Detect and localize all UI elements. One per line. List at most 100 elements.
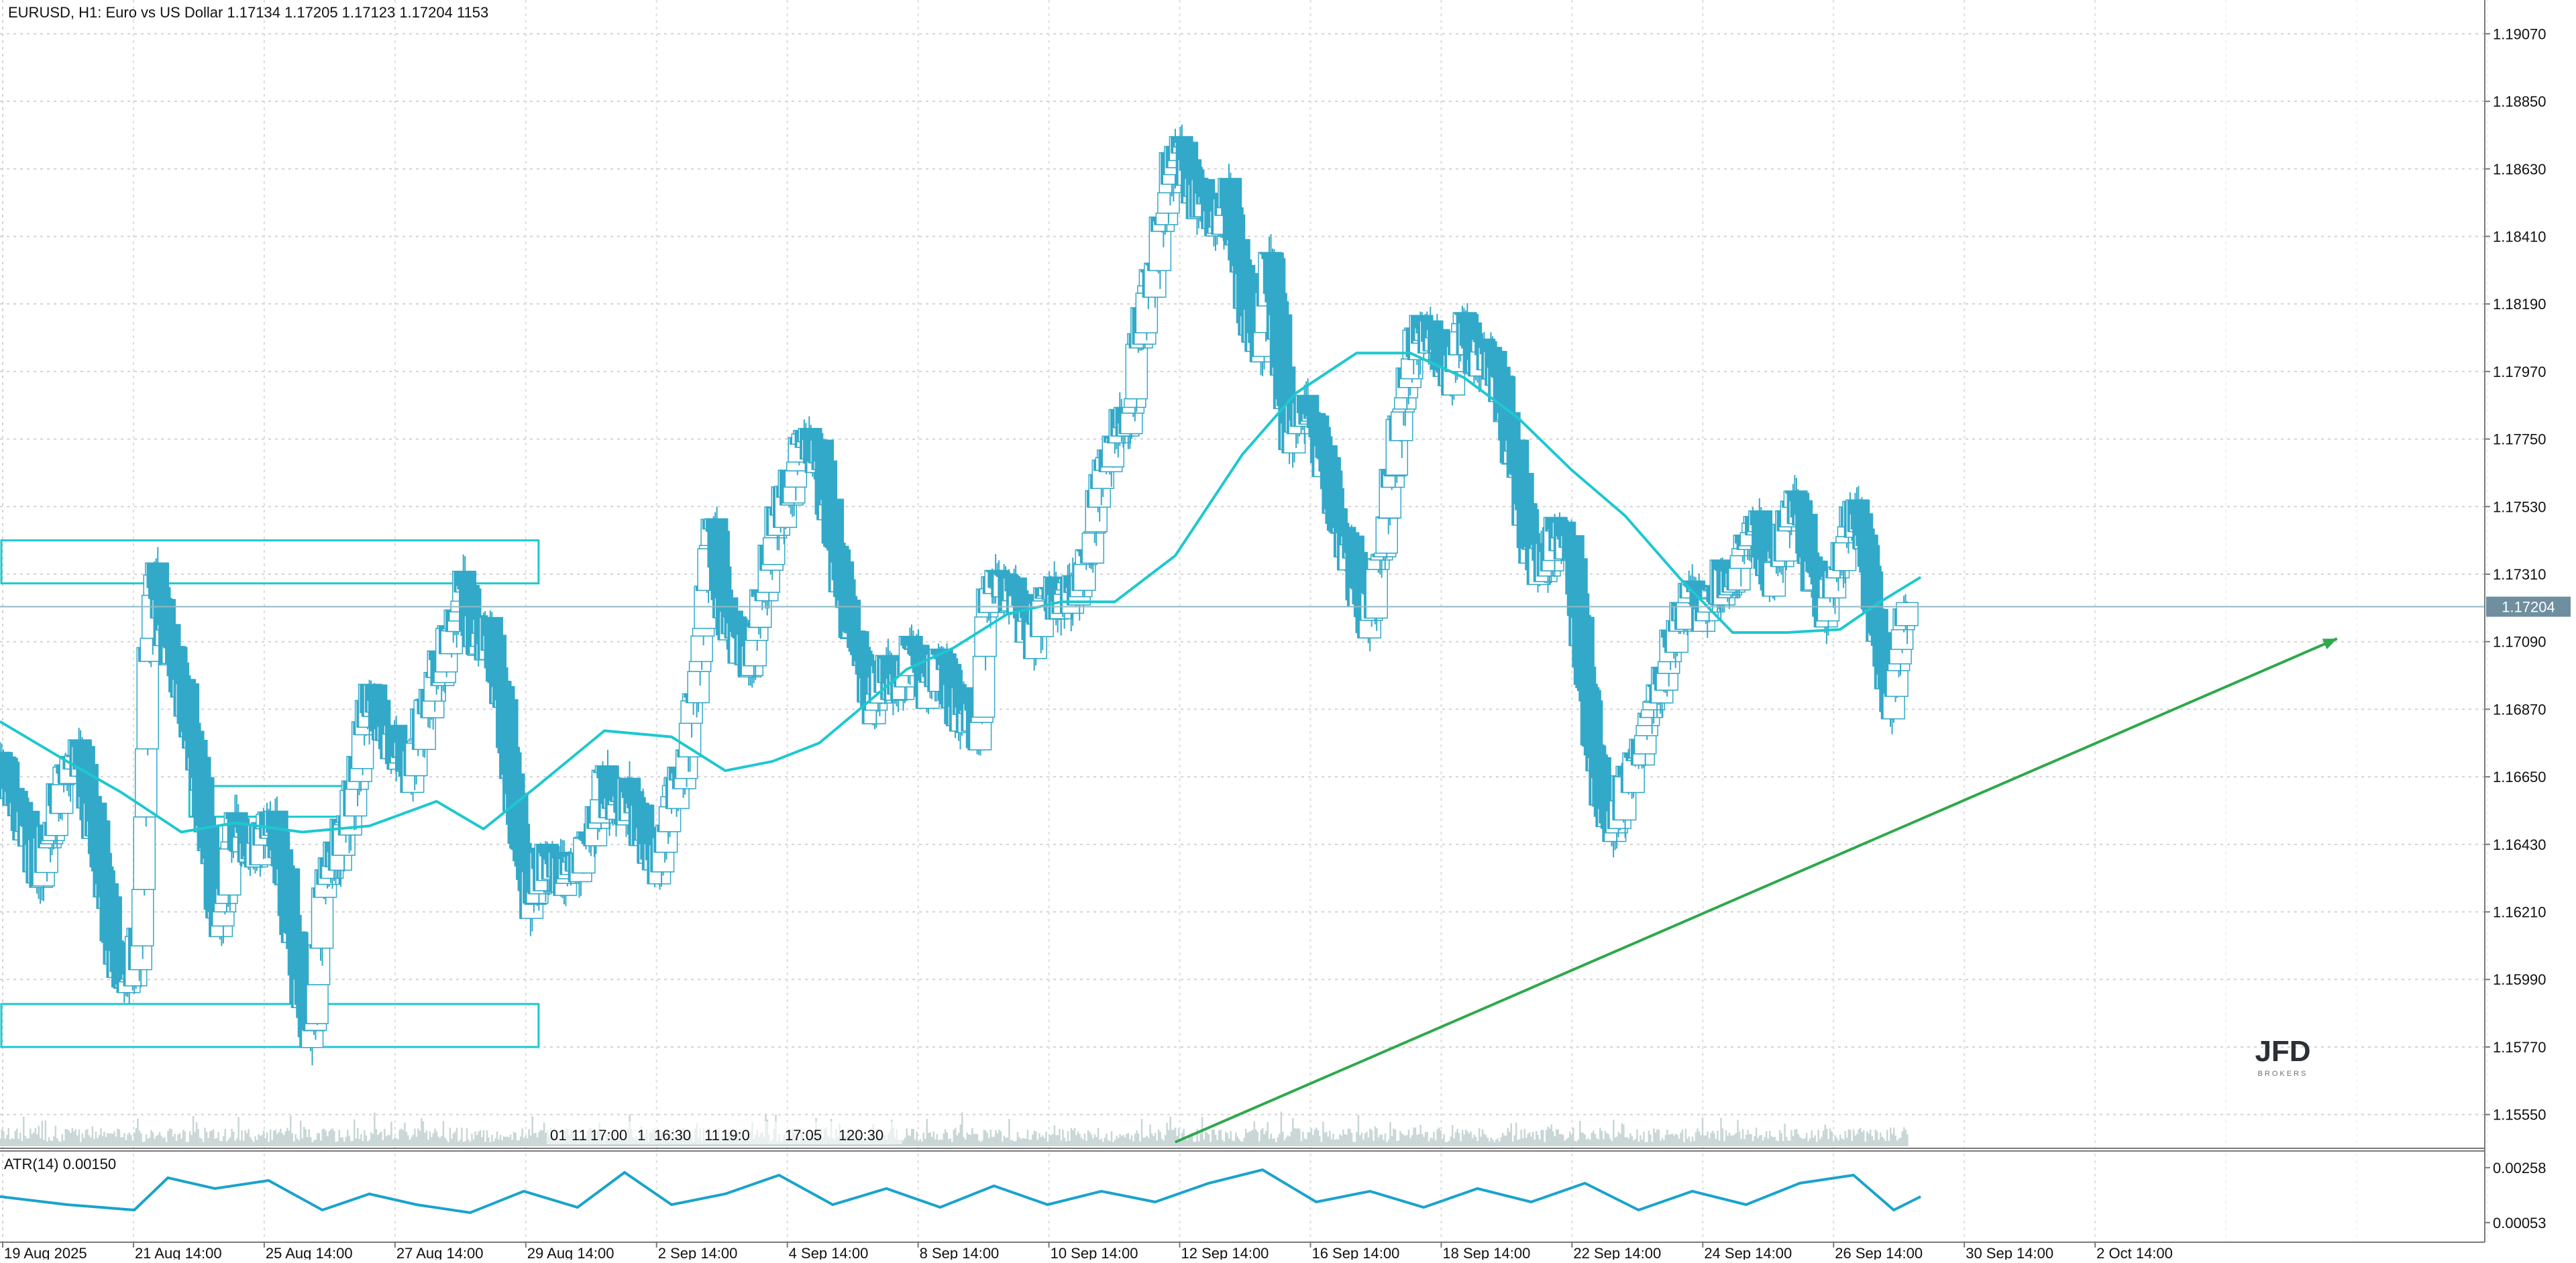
candle-body <box>1081 532 1105 564</box>
volume-bar <box>476 1135 478 1146</box>
volume-bar <box>1758 1135 1761 1146</box>
volume-bar <box>1859 1128 1862 1146</box>
volume-bar <box>1731 1136 1734 1146</box>
volume-bar <box>1574 1141 1576 1146</box>
volume-bar <box>1715 1139 1717 1146</box>
volume-bar <box>34 1128 37 1146</box>
volume-bar <box>492 1141 495 1146</box>
volume-bar <box>1252 1130 1254 1146</box>
volume-bar <box>1621 1123 1623 1146</box>
volume-bar <box>1126 1134 1128 1146</box>
volume-bar <box>13 1138 15 1146</box>
volume-bar <box>1097 1128 1099 1146</box>
volume-bar <box>910 1129 913 1146</box>
candle-body <box>136 647 160 750</box>
volume-bar <box>1340 1136 1343 1146</box>
volume-bar <box>1401 1134 1403 1146</box>
volume-bar <box>1005 1138 1007 1146</box>
candle-body <box>133 816 156 890</box>
volume-bar <box>1087 1130 1089 1146</box>
volume-bar <box>1349 1129 1351 1146</box>
volume-bar <box>56 1138 58 1146</box>
volume-bar <box>981 1140 983 1146</box>
volume-bar <box>482 1130 485 1146</box>
volume-bar <box>1441 1138 1444 1146</box>
volume-bar <box>1518 1139 1521 1146</box>
price-tick-label: 1.18410 <box>2493 228 2546 245</box>
atr-axis: 0.00258 0.00053 <box>2485 1160 2546 1231</box>
time-tick-label: 8 Sep 14:00 <box>920 1245 1000 1260</box>
volume-bar <box>327 1136 329 1146</box>
price-axis[interactable]: 1.19070 1.18850 1.18630 1.18410 1.18190 1.179… <box>2485 25 2546 1123</box>
volume-bar <box>165 1142 168 1146</box>
volume-bar <box>191 1135 193 1146</box>
volume-bar <box>471 1134 473 1146</box>
volume-bar <box>1481 1129 1484 1146</box>
candle-body <box>304 1023 327 1031</box>
volume-bar <box>1483 1134 1485 1146</box>
volume-bar <box>1224 1132 1227 1146</box>
volume-bar <box>1147 1138 1150 1146</box>
volume-bar <box>221 1141 223 1146</box>
volume-bar <box>1907 1134 1909 1146</box>
volume-bar <box>1374 1126 1377 1146</box>
candle-body <box>1228 239 1250 261</box>
volume-bar <box>1827 1139 1829 1146</box>
candle-body <box>87 820 111 855</box>
volume-bar <box>1660 1140 1662 1146</box>
volume-bar <box>1606 1133 1608 1146</box>
volume-bar <box>333 1131 335 1146</box>
candle-body <box>1583 745 1607 756</box>
volume-bar <box>397 1139 399 1146</box>
volume-bar <box>1177 1128 1180 1146</box>
watermark-logo: JFD <box>2255 1035 2310 1068</box>
volume-bar <box>1242 1142 1244 1146</box>
volume-bar <box>1858 1129 1860 1146</box>
volume-bar <box>1607 1134 1610 1146</box>
volume-bar <box>1755 1128 1758 1146</box>
volume-bar <box>966 1132 969 1146</box>
volume-bar <box>167 1131 169 1146</box>
volume-bar <box>1513 1135 1515 1146</box>
candle-body <box>833 579 856 598</box>
volume-bar <box>9 1139 11 1146</box>
time-axis[interactable]: 19 Aug 2025 21 Aug 14:00 25 Aug 14:00 27 Au… <box>2 1242 2173 1262</box>
volume-bar <box>496 1132 498 1146</box>
volume-bar <box>194 1132 196 1146</box>
price-tick-label: 1.16650 <box>2493 769 2546 785</box>
candle-body <box>1856 535 1878 547</box>
volume-bar <box>1780 1133 1782 1146</box>
volume-bar <box>949 1138 952 1146</box>
volume-bar <box>1864 1142 1867 1146</box>
overlap-time-label: 17:00 <box>590 1127 627 1144</box>
volume-bar <box>1028 1140 1030 1146</box>
overlap-time-label: 11 <box>704 1127 720 1144</box>
volume-bar <box>1527 1134 1529 1146</box>
volume-bar <box>1728 1132 1731 1146</box>
price-tick-label: 1.16210 <box>2493 904 2546 921</box>
volume-bar <box>1790 1130 1792 1146</box>
candle-body <box>658 806 682 832</box>
volume-bar <box>1737 1119 1739 1146</box>
candle-body <box>863 710 886 724</box>
volume-bar <box>1458 1133 1460 1146</box>
volume-bar <box>1560 1134 1563 1146</box>
volume-bar <box>1668 1134 1670 1146</box>
candle-body <box>210 925 233 938</box>
candle-body <box>1157 192 1180 214</box>
volume-bar <box>411 1137 413 1146</box>
volume-bar <box>1344 1134 1346 1146</box>
volume-bar <box>1804 1138 1806 1146</box>
volume-bar <box>103 1132 105 1146</box>
volume-bar <box>298 1140 300 1146</box>
volume-bar <box>1110 1131 1113 1146</box>
volume-bar <box>292 1141 295 1146</box>
volume-bar <box>150 1130 152 1146</box>
volume-bar <box>377 1134 379 1146</box>
volume-bar <box>1285 1137 1287 1146</box>
volume-bar <box>271 1140 273 1146</box>
volume-bar <box>1279 1134 1281 1146</box>
